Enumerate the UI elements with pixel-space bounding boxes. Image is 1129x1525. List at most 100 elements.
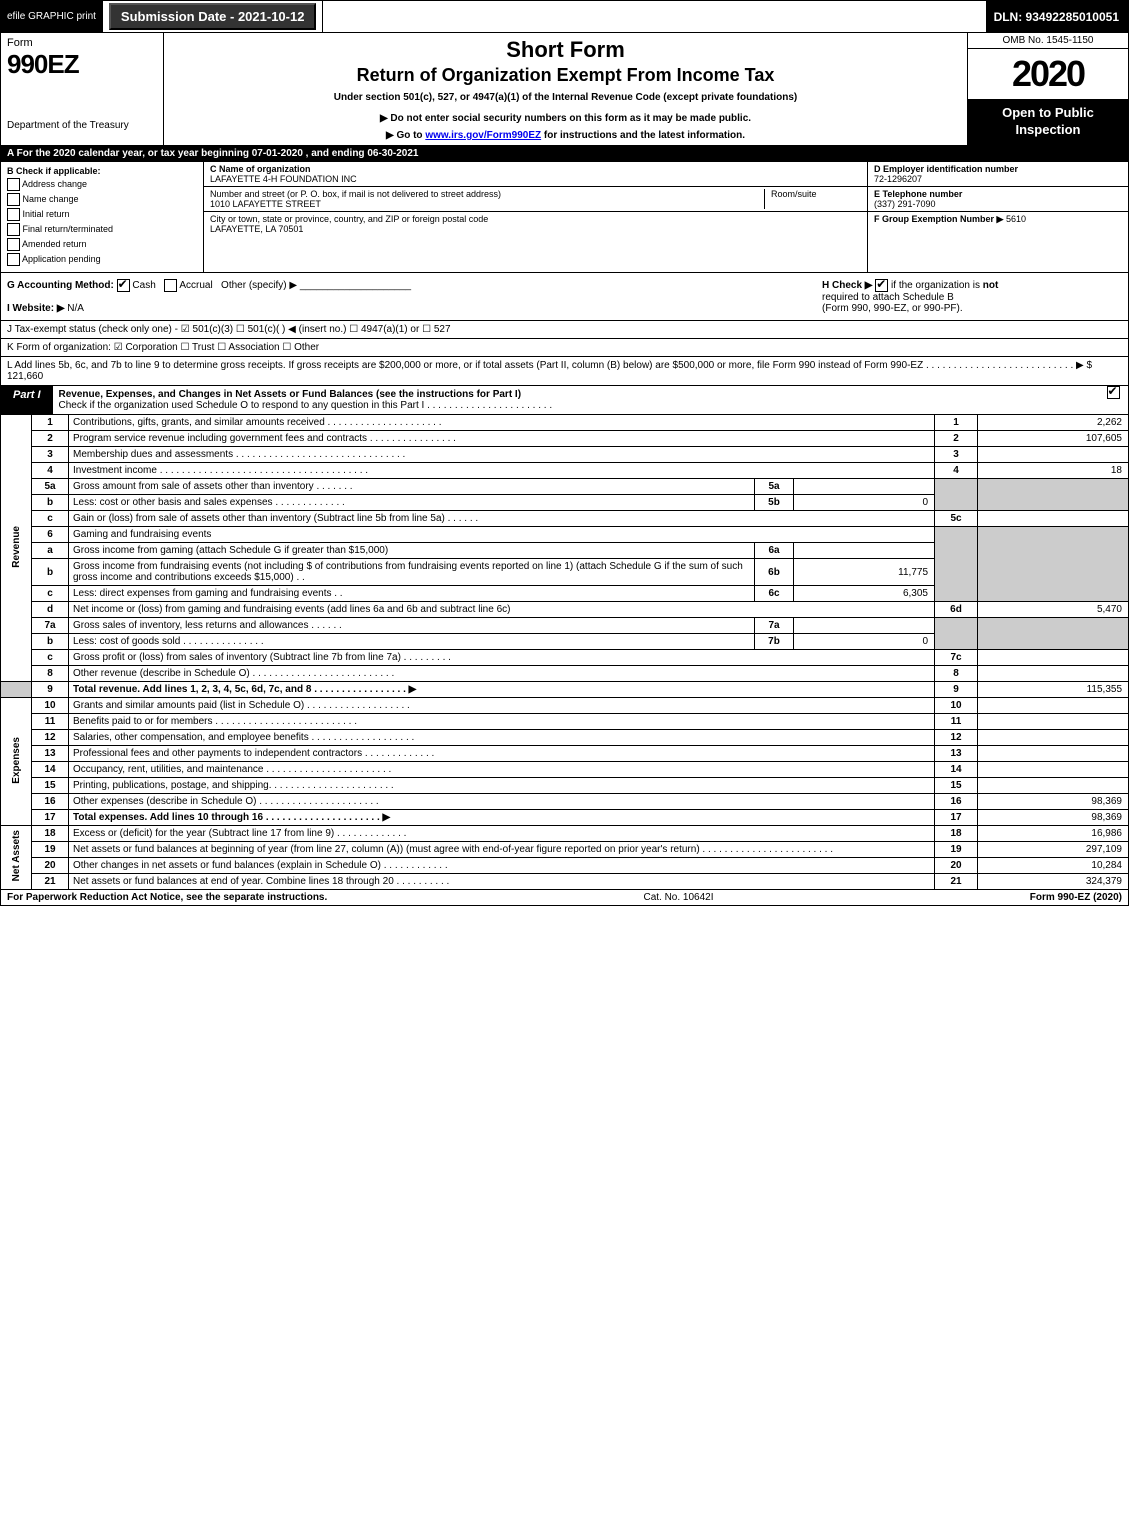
line-amount: 18 xyxy=(978,463,1129,479)
line-label: 5c xyxy=(935,511,978,527)
row-gh: G Accounting Method: Cash Accrual Other … xyxy=(0,273,1129,321)
line-amount xyxy=(978,650,1129,666)
line-label: 6d xyxy=(935,602,978,618)
footer: For Paperwork Reduction Act Notice, see … xyxy=(0,890,1129,906)
line-num: 15 xyxy=(32,778,69,794)
sub-label: 7a xyxy=(755,618,794,634)
line-num: 6 xyxy=(32,527,69,543)
initial-return-checkbox[interactable] xyxy=(7,208,20,221)
line-desc: Salaries, other compensation, and employ… xyxy=(69,730,935,746)
line-amount xyxy=(978,447,1129,463)
g-label: G Accounting Method: xyxy=(7,280,114,291)
do-not-enter: ▶ Do not enter social security numbers o… xyxy=(170,113,961,124)
org-name: LAFAYETTE 4-H FOUNDATION INC xyxy=(210,174,357,184)
line-desc: Benefits paid to or for members . . . . … xyxy=(69,714,935,730)
line-amount: 115,355 xyxy=(978,682,1129,698)
name-change-checkbox[interactable] xyxy=(7,193,20,206)
line-label: 17 xyxy=(935,810,978,826)
line-desc: Other expenses (describe in Schedule O) … xyxy=(69,794,935,810)
line-num: 13 xyxy=(32,746,69,762)
line-label: 13 xyxy=(935,746,978,762)
row-l-amount: 121,660 xyxy=(7,371,43,382)
line-amount: 2,262 xyxy=(978,415,1129,431)
goto-link[interactable]: www.irs.gov/Form990EZ xyxy=(425,130,541,141)
line-desc: Occupancy, rent, utilities, and maintena… xyxy=(69,762,935,778)
grey-cell xyxy=(978,527,1129,602)
line-desc: Other changes in net assets or fund bala… xyxy=(69,858,935,874)
line-num: 2 xyxy=(32,431,69,447)
part1-checkbox[interactable] xyxy=(1107,386,1120,399)
open-to-public: Open to Public Inspection xyxy=(968,99,1128,145)
line-num: 1 xyxy=(32,415,69,431)
line-amount xyxy=(978,511,1129,527)
h-checkbox[interactable] xyxy=(875,279,888,292)
grey-cell xyxy=(978,479,1129,511)
final-return-checkbox[interactable] xyxy=(7,223,20,236)
line-label: 15 xyxy=(935,778,978,794)
line-num: 8 xyxy=(32,666,69,682)
line-num: b xyxy=(32,559,69,586)
accrual-checkbox[interactable] xyxy=(164,279,177,292)
form-header: Form 990EZ Department of the Treasury Sh… xyxy=(0,33,1129,146)
lines-table: Revenue 1 Contributions, gifts, grants, … xyxy=(0,415,1129,890)
line-amount xyxy=(978,698,1129,714)
sub-value xyxy=(794,479,935,495)
sub-value: 0 xyxy=(794,634,935,650)
line-desc-bold: Total revenue. Add lines 1, 2, 3, 4, 5c,… xyxy=(73,684,416,695)
address-change-label: Address change xyxy=(22,179,87,189)
dept-label: Department of the Treasury xyxy=(7,120,157,131)
sub-label: 6c xyxy=(755,586,794,602)
line-num: c xyxy=(32,586,69,602)
line-amount: 98,369 xyxy=(978,810,1129,826)
cash-checkbox[interactable] xyxy=(117,279,130,292)
street-label: Number and street (or P. O. box, if mail… xyxy=(210,189,501,199)
line-num: 18 xyxy=(32,826,69,842)
line-num: 14 xyxy=(32,762,69,778)
line-desc: Gross amount from sale of assets other t… xyxy=(69,479,755,495)
amended-return-label: Amended return xyxy=(22,239,87,249)
goto-post: for instructions and the latest informat… xyxy=(541,130,745,141)
form-word: Form xyxy=(7,37,157,49)
sub-value: 6,305 xyxy=(794,586,935,602)
line-num: 20 xyxy=(32,858,69,874)
line-num: a xyxy=(32,543,69,559)
city-label: City or town, state or province, country… xyxy=(210,214,488,224)
line-label: 12 xyxy=(935,730,978,746)
sub-value: 0 xyxy=(794,495,935,511)
line-label: 3 xyxy=(935,447,978,463)
amended-return-checkbox[interactable] xyxy=(7,238,20,251)
expenses-section-label: Expenses xyxy=(11,737,22,784)
line-label: 4 xyxy=(935,463,978,479)
goto-pre: ▶ Go to xyxy=(386,130,425,141)
efile-label: efile GRAPHIC print xyxy=(1,9,102,24)
address-change-checkbox[interactable] xyxy=(7,178,20,191)
submission-date-button[interactable]: Submission Date - 2021-10-12 xyxy=(109,3,317,30)
application-pending-label: Application pending xyxy=(22,254,101,264)
line-desc: Investment income . . . . . . . . . . . … xyxy=(69,463,935,479)
tel-value: (337) 291-7090 xyxy=(874,199,936,209)
part1-header: Part I Revenue, Expenses, and Changes in… xyxy=(0,386,1129,415)
line-num: 16 xyxy=(32,794,69,810)
initial-return-label: Initial return xyxy=(23,209,70,219)
footer-left: For Paperwork Reduction Act Notice, see … xyxy=(7,892,327,903)
c-name-label: C Name of organization xyxy=(210,164,311,174)
line-num: c xyxy=(32,650,69,666)
line-desc: Net assets or fund balances at beginning… xyxy=(69,842,935,858)
ein-value: 72-1296207 xyxy=(874,174,922,184)
line-amount xyxy=(978,730,1129,746)
under-section: Under section 501(c), 527, or 4947(a)(1)… xyxy=(170,92,961,103)
grey-cell xyxy=(978,618,1129,650)
line-desc: Less: direct expenses from gaming and fu… xyxy=(69,586,755,602)
line-amount: 107,605 xyxy=(978,431,1129,447)
row-l-text: L Add lines 5b, 6c, and 7b to line 9 to … xyxy=(7,360,1092,371)
short-form-title: Short Form xyxy=(170,37,961,63)
line-amount: 5,470 xyxy=(978,602,1129,618)
line-label: 18 xyxy=(935,826,978,842)
netassets-section-label: Net Assets xyxy=(11,830,22,881)
line-amount: 16,986 xyxy=(978,826,1129,842)
line-amount xyxy=(978,762,1129,778)
line-amount xyxy=(978,778,1129,794)
h-not: not xyxy=(983,280,999,291)
line-num: 3 xyxy=(32,447,69,463)
application-pending-checkbox[interactable] xyxy=(7,253,20,266)
